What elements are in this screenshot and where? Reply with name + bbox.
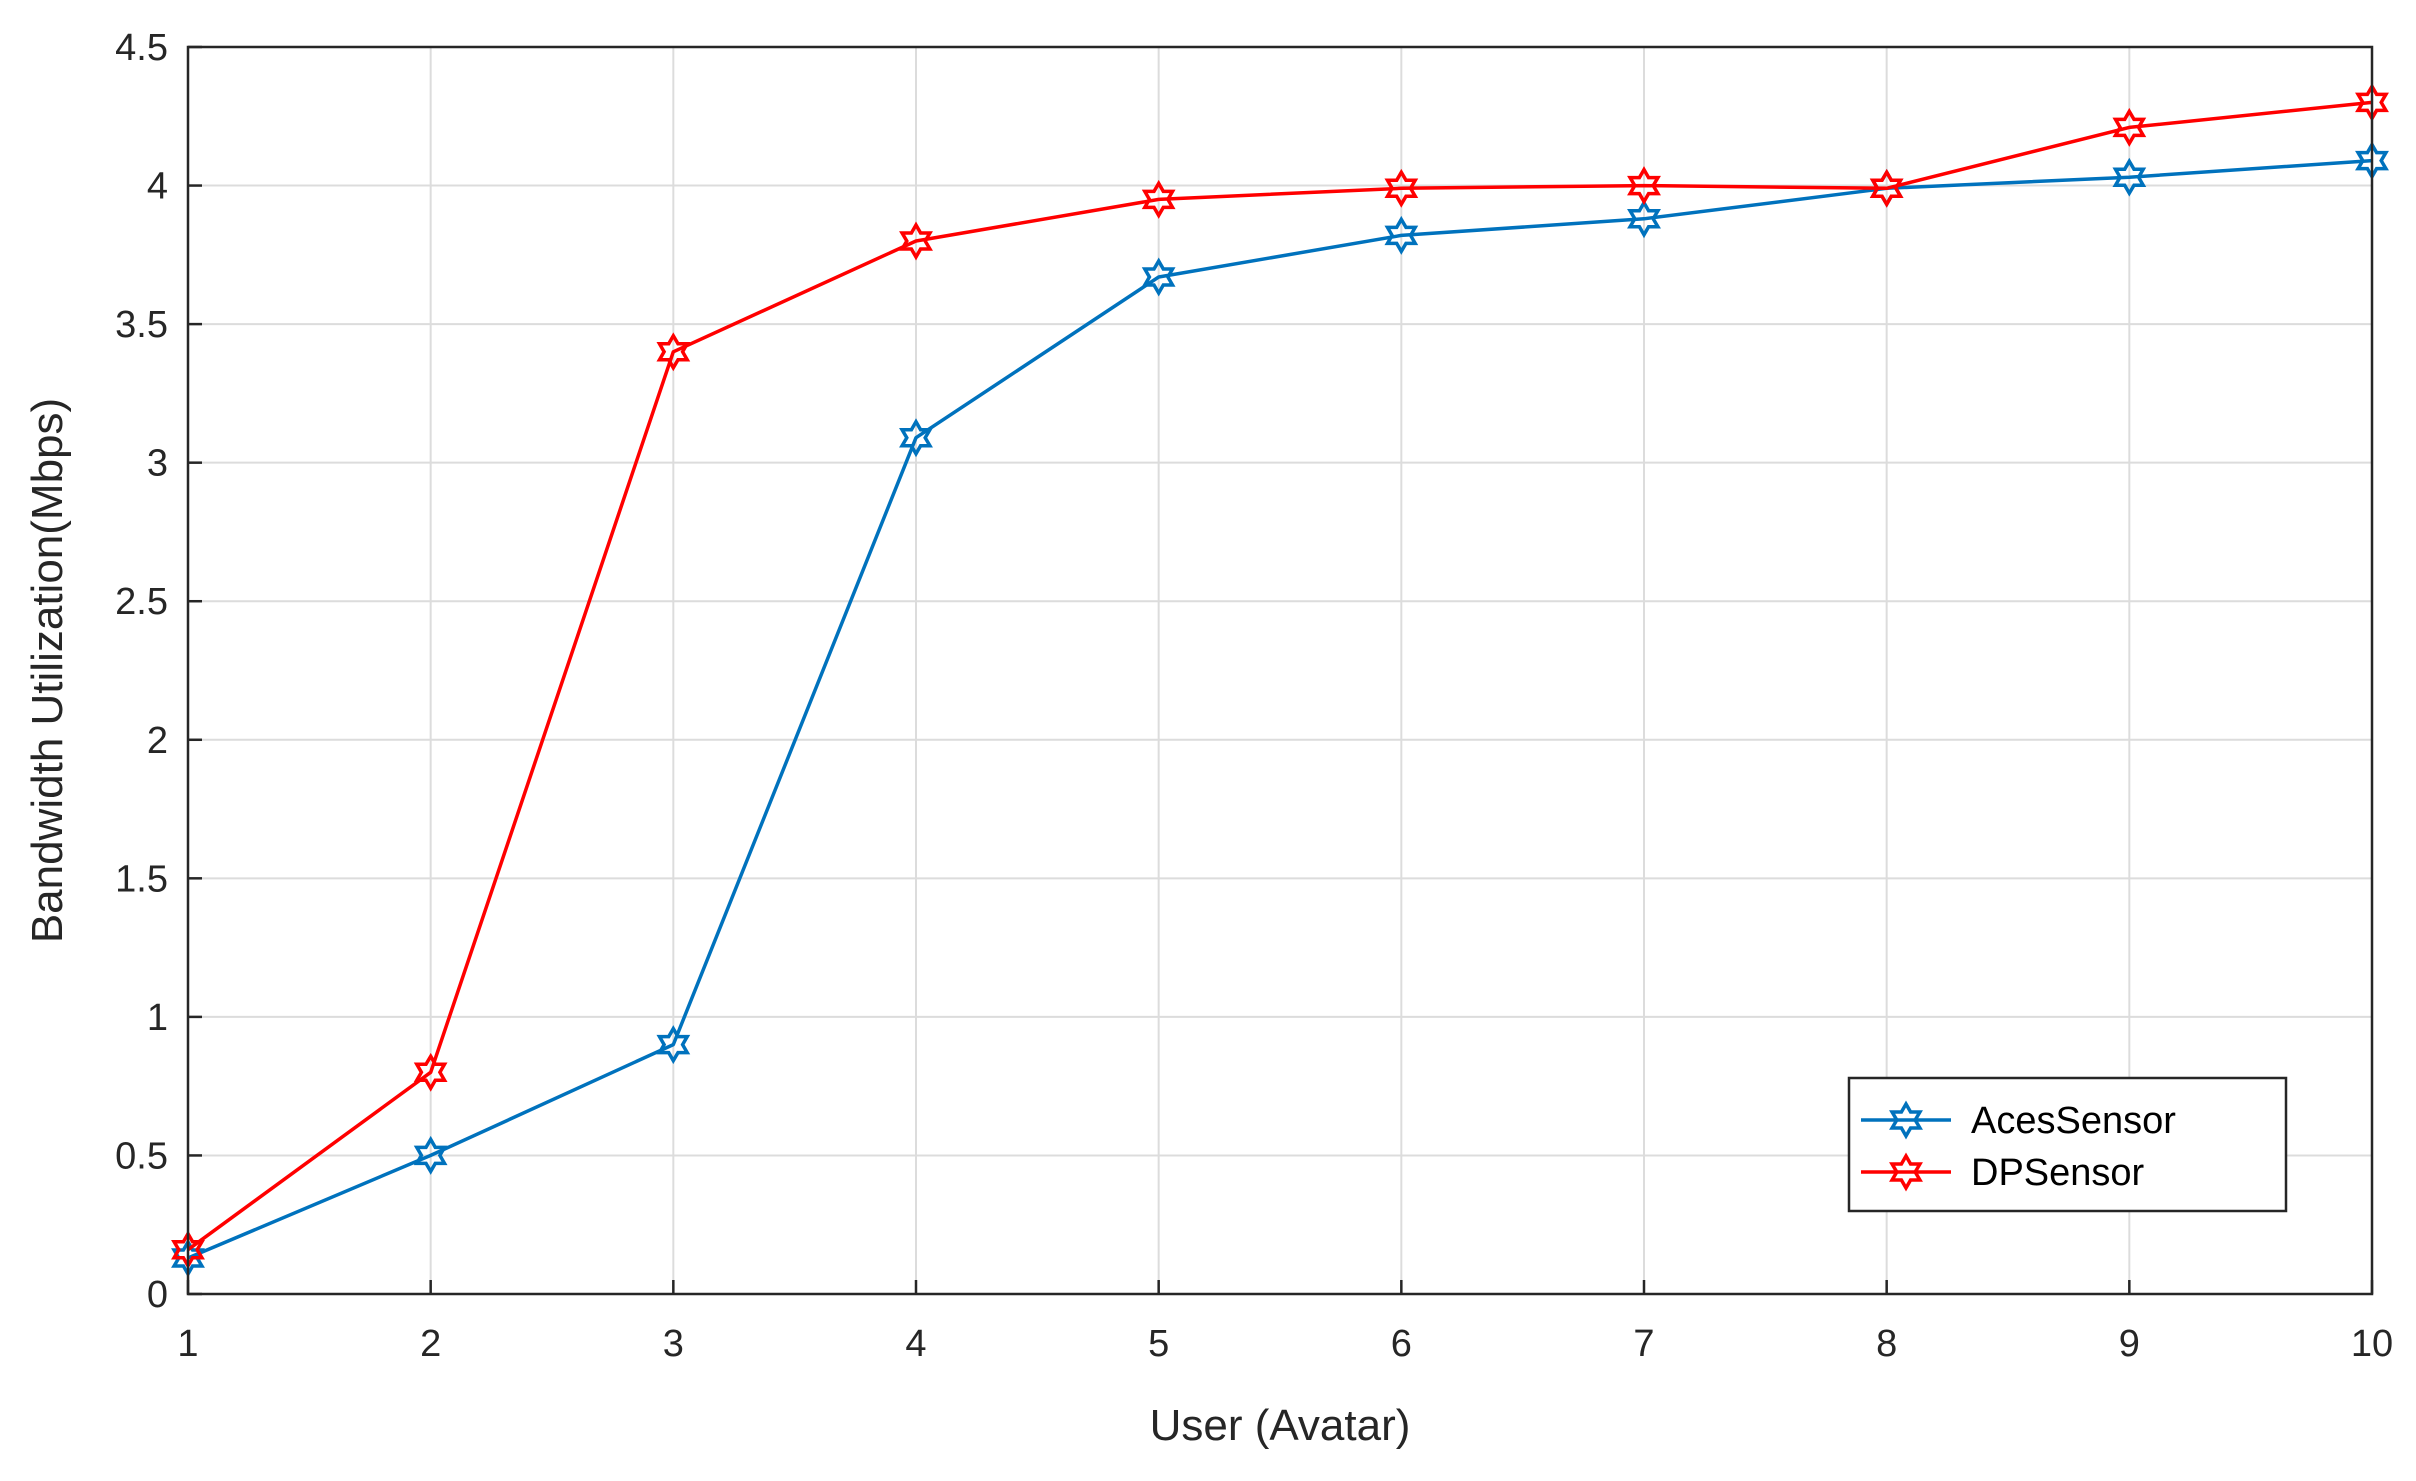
y-tick-label: 2 <box>147 720 168 762</box>
legend: AcesSensor DPSensor <box>1847 1076 2288 1213</box>
legend-label: AcesSensor <box>1971 1100 2176 1142</box>
y-tick-label: 4 <box>147 166 168 208</box>
x-tick-label: 8 <box>1876 1323 1897 1365</box>
data-point <box>1627 166 1661 206</box>
x-tick-label: 6 <box>1391 1323 1412 1365</box>
y-tick-label: 3.5 <box>115 304 168 346</box>
x-tick-label: 3 <box>663 1323 684 1365</box>
y-tick-label: 0.5 <box>115 1135 168 1177</box>
data-point <box>1869 168 1904 208</box>
data-point <box>2112 157 2147 197</box>
y-tick-label: 3 <box>147 443 168 485</box>
data-point <box>2112 107 2147 147</box>
x-tick-label: 4 <box>905 1323 926 1365</box>
y-tick-label: 0 <box>147 1274 168 1316</box>
data-point <box>1384 215 1419 255</box>
plot-frame <box>186 45 2374 1296</box>
data-point <box>1627 199 1661 239</box>
tick-labels: 1 2 3 4 5 6 7 8 9 10 0 0.5 1 1.5 2 2.5 3 3.5 4 4.5 <box>115 27 2393 1365</box>
x-tick-label: 7 <box>1633 1323 1654 1365</box>
legend-marker <box>1889 1152 1923 1192</box>
x-tick-label: 10 <box>2351 1323 2393 1365</box>
series-dpsensor <box>171 82 2389 1270</box>
x-tick-label: 5 <box>1148 1323 1169 1365</box>
legend-box <box>1847 1076 2288 1213</box>
legend-marker <box>1889 1100 1923 1140</box>
series-line <box>186 100 2373 1252</box>
y-tick-label: 1 <box>147 997 168 1039</box>
data-point <box>656 332 691 372</box>
x-axis-label: User (Avatar) <box>1150 1401 1411 1450</box>
data-point <box>1141 257 1176 297</box>
x-tick-label: 9 <box>2119 1323 2140 1365</box>
y-tick-label: 2.5 <box>115 581 168 623</box>
data-point <box>1384 168 1419 208</box>
y-tick-label: 4.5 <box>115 27 168 69</box>
x-tick-label: 2 <box>420 1323 441 1365</box>
series-line <box>187 158 2373 1260</box>
y-axis-label: Bandwidth Utilization(Mbps) <box>23 398 72 943</box>
legend-label: DPSensor <box>1971 1152 2145 1194</box>
data-point <box>413 1052 448 1092</box>
data-point <box>1141 179 1176 219</box>
y-tick-label: 1.5 <box>115 858 168 900</box>
data-point <box>899 221 933 261</box>
x-tick-label: 1 <box>177 1323 198 1365</box>
data-point <box>899 418 933 458</box>
data-point <box>656 1025 691 1065</box>
data-point <box>413 1135 448 1175</box>
